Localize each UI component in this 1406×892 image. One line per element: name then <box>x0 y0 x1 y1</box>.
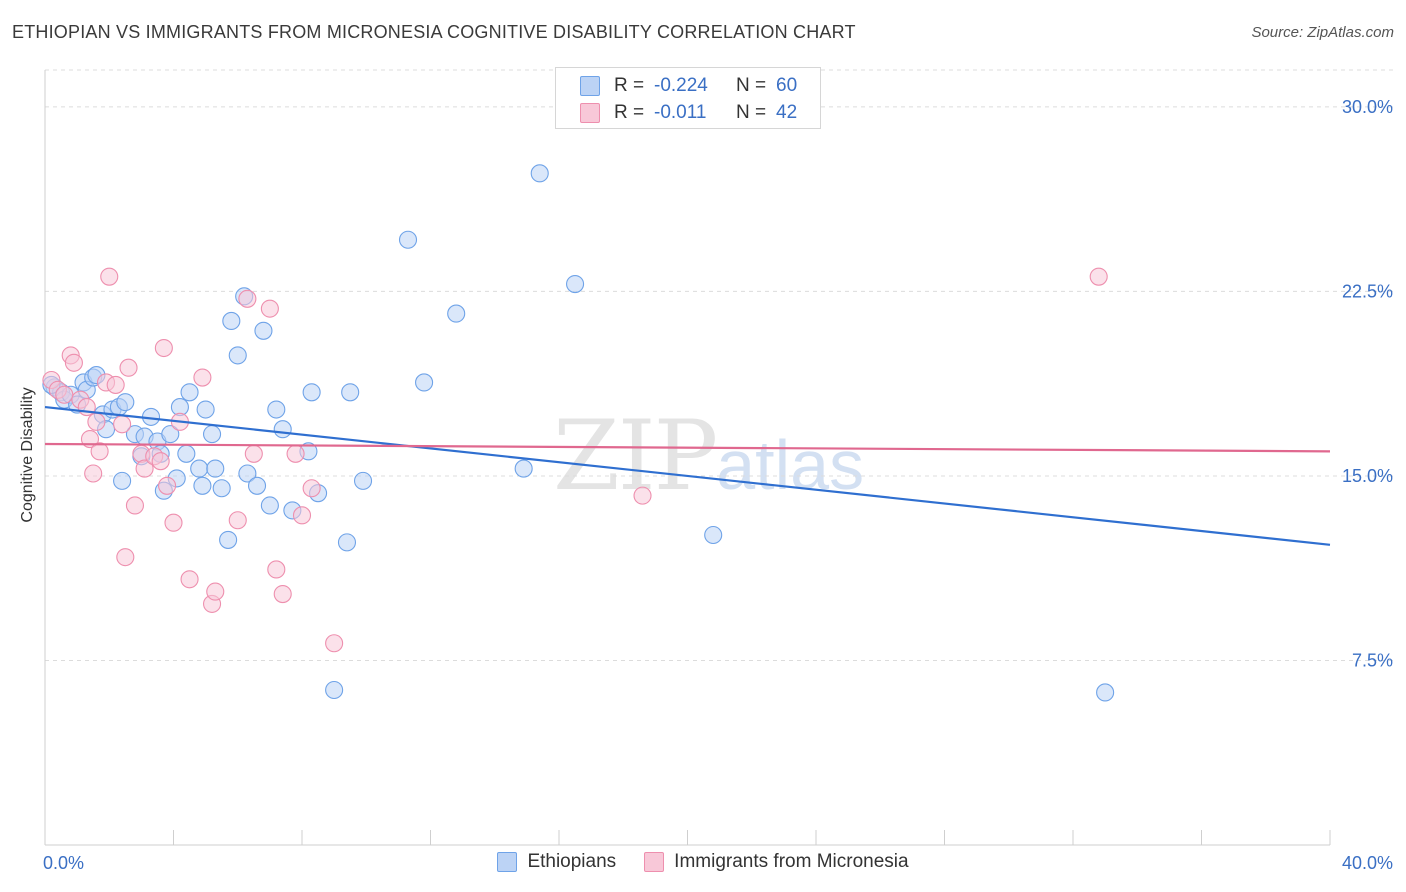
micronesia-point <box>193 368 212 387</box>
ethiopians-point <box>116 393 135 412</box>
ethiopians-point <box>193 476 212 495</box>
ethiopians-point <box>398 230 418 249</box>
ethiopians-point <box>1096 683 1115 702</box>
micronesia-swatch <box>580 103 600 123</box>
micronesia-point <box>135 459 154 478</box>
ethiopians-point <box>302 383 321 402</box>
micronesia-point <box>84 464 103 483</box>
legend-r-label: R = <box>614 102 645 123</box>
ethiopians-point <box>273 420 292 439</box>
y-tick-label: 30.0% <box>1342 97 1393 117</box>
ethiopians-point <box>704 525 723 545</box>
ethiopians-point <box>267 400 286 419</box>
y-tick-label: 15.0% <box>1342 466 1393 486</box>
micronesia-point <box>206 582 225 601</box>
y-tick-label: 22.5% <box>1342 281 1393 301</box>
legend-n-label: N = <box>736 102 767 123</box>
ethiopians-point <box>222 311 241 331</box>
legend-n-value: 60 <box>776 75 798 96</box>
series-legend: Ethiopians Immigrants from Micronesia <box>0 851 1406 873</box>
x-tick-label: 0.0% <box>43 853 84 873</box>
micronesia-point <box>100 267 119 286</box>
ethiopians-point <box>530 164 549 183</box>
ethiopians-point <box>219 530 238 549</box>
micronesia-point <box>273 584 292 604</box>
micronesia-point <box>238 289 257 308</box>
ethiopians-point <box>161 425 180 444</box>
micronesia-point <box>1089 267 1108 286</box>
micronesia-point <box>154 338 173 358</box>
micronesia-point <box>244 444 263 463</box>
micronesia-point <box>64 353 83 372</box>
ethiopians-point <box>212 479 231 498</box>
ethiopians-point <box>238 464 257 483</box>
micronesia-legend-swatch <box>644 852 665 872</box>
ethiopians-point <box>341 383 360 402</box>
y-axis-label: Cognitive Disability <box>19 387 36 523</box>
source-label: Source: ZipAtlas.com <box>1251 24 1394 41</box>
micronesia-legend-label: Immigrants from Micronesia <box>674 851 909 872</box>
micronesia-point <box>302 479 321 498</box>
micronesia-point <box>106 375 125 394</box>
micronesia-point <box>116 548 135 567</box>
legend-n-label: N = <box>736 75 767 96</box>
chart-title: ETHIOPIAN VS IMMIGRANTS FROM MICRONESIA … <box>12 22 856 42</box>
micronesia-point <box>55 385 74 404</box>
micronesia-point <box>113 415 132 434</box>
micronesia-point <box>325 634 344 653</box>
ethiopians-point <box>325 680 344 700</box>
ethiopians-point <box>190 459 209 478</box>
micronesia-point <box>119 358 138 377</box>
ethiopians-point <box>180 383 199 402</box>
ethiopians-point <box>447 304 466 323</box>
micronesia-point <box>164 513 183 532</box>
ethiopians-point <box>177 444 196 463</box>
x-tick-label: 40.0% <box>1342 853 1393 873</box>
ethiopians-point <box>228 346 247 365</box>
legend-row-ethiopians: R = -0.224 N = 60 <box>556 73 797 99</box>
legend-r-value: -0.011 <box>654 102 707 123</box>
ethiopians-point <box>203 425 222 444</box>
ethiopians-point <box>206 459 225 478</box>
legend-r-value: -0.224 <box>654 75 708 96</box>
ethiopians-point <box>566 274 585 294</box>
micronesia-point <box>267 560 286 579</box>
micronesia-point <box>180 570 199 589</box>
micronesia-trend-line <box>44 442 1331 453</box>
legend-r-label: R = <box>614 75 645 96</box>
ethiopians-point <box>113 471 132 490</box>
legend-row-micronesia: R = -0.011 N = 42 <box>556 100 797 126</box>
ethiopians-trend-line <box>44 405 1331 546</box>
ethiopians-point <box>260 496 279 515</box>
micronesia-point <box>158 476 177 495</box>
correlation-legend: R = -0.224 N = 60 R = -0.011 N = 42 <box>555 67 821 129</box>
watermark-atlas: atlas <box>716 426 865 504</box>
ethiopians-point <box>247 476 267 495</box>
ethiopians-point <box>196 400 215 419</box>
ethiopians-point <box>337 533 357 552</box>
ethiopians-swatch <box>580 76 600 96</box>
series-legend-micronesia: Immigrants from Micronesia <box>644 851 909 873</box>
micronesia-point <box>125 496 144 515</box>
ethiopians-point <box>514 459 533 478</box>
micronesia-point <box>292 506 312 525</box>
micronesia-point <box>260 299 279 318</box>
ethiopians-legend-label: Ethiopians <box>527 851 617 872</box>
ethiopians-point <box>254 321 273 340</box>
ethiopians-legend-swatch <box>497 852 518 872</box>
micronesia-point <box>228 511 247 530</box>
micronesia-point <box>633 486 652 505</box>
series-legend-ethiopians: Ethiopians <box>497 851 616 873</box>
micronesia-point <box>286 444 305 463</box>
y-tick-label: 7.5% <box>1352 650 1393 670</box>
legend-n-value: 42 <box>776 102 798 123</box>
micronesia-point <box>90 442 109 461</box>
micronesia-point <box>87 412 106 431</box>
micronesia-point <box>151 452 170 471</box>
ethiopians-point <box>415 373 434 392</box>
ethiopians-point <box>353 471 373 490</box>
